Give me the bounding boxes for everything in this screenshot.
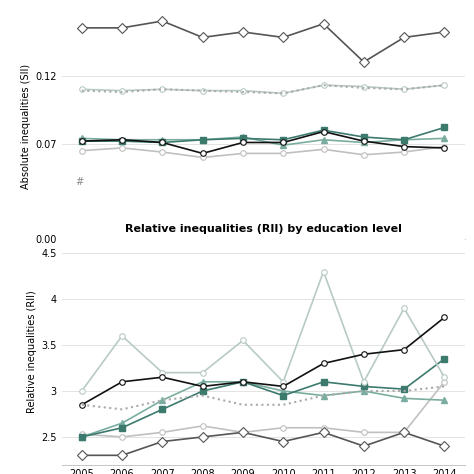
- Text: #: #: [76, 177, 84, 187]
- Title: Relative inequalities (RII) by education level: Relative inequalities (RII) by education…: [125, 224, 401, 235]
- Legend: Scandinavian, Southern, Bismarckian, Anglo-Saxon, Post-Communist, Former-USSR, G: Scandinavian, Southern, Bismarckian, Ang…: [66, 284, 356, 306]
- Y-axis label: Relative inequalities (RII): Relative inequalities (RII): [27, 291, 37, 413]
- Y-axis label: Absolute inequalities (SII): Absolute inequalities (SII): [21, 64, 31, 189]
